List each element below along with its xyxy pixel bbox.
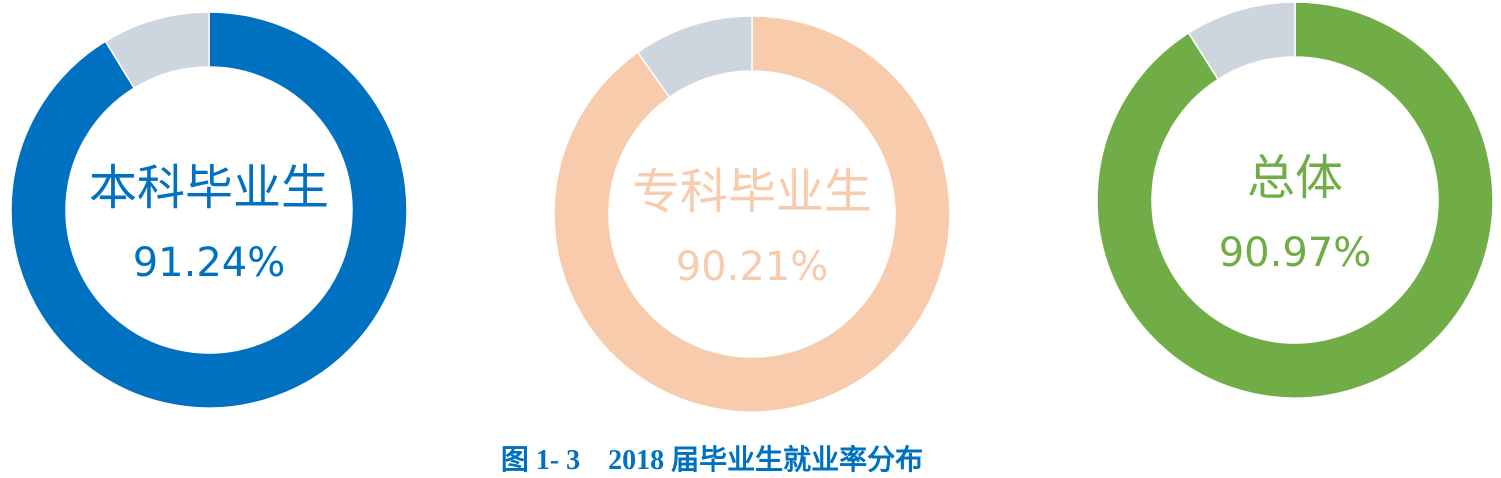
donut-segment-employed — [1096, 1, 1494, 399]
donut-segment-remainder — [1187, 1, 1296, 81]
donut-segment-remainder — [104, 11, 210, 90]
donut-value-label: 90.21% — [676, 244, 829, 290]
donut-category-label: 本科毕业生 — [89, 160, 329, 216]
figure-caption: 图 1- 3 2018 届毕业生就业率分布 — [500, 445, 924, 476]
donut-category-label: 总体 — [1247, 150, 1343, 206]
donut-segment-employed — [10, 11, 408, 409]
donut-category-label: 专科毕业生 — [632, 164, 872, 220]
donut-value-label: 91.24% — [133, 240, 286, 286]
donut-value-label: 90.97% — [1219, 230, 1372, 276]
donut-segment-remainder — [636, 15, 753, 99]
donut-segment-employed — [553, 15, 951, 413]
